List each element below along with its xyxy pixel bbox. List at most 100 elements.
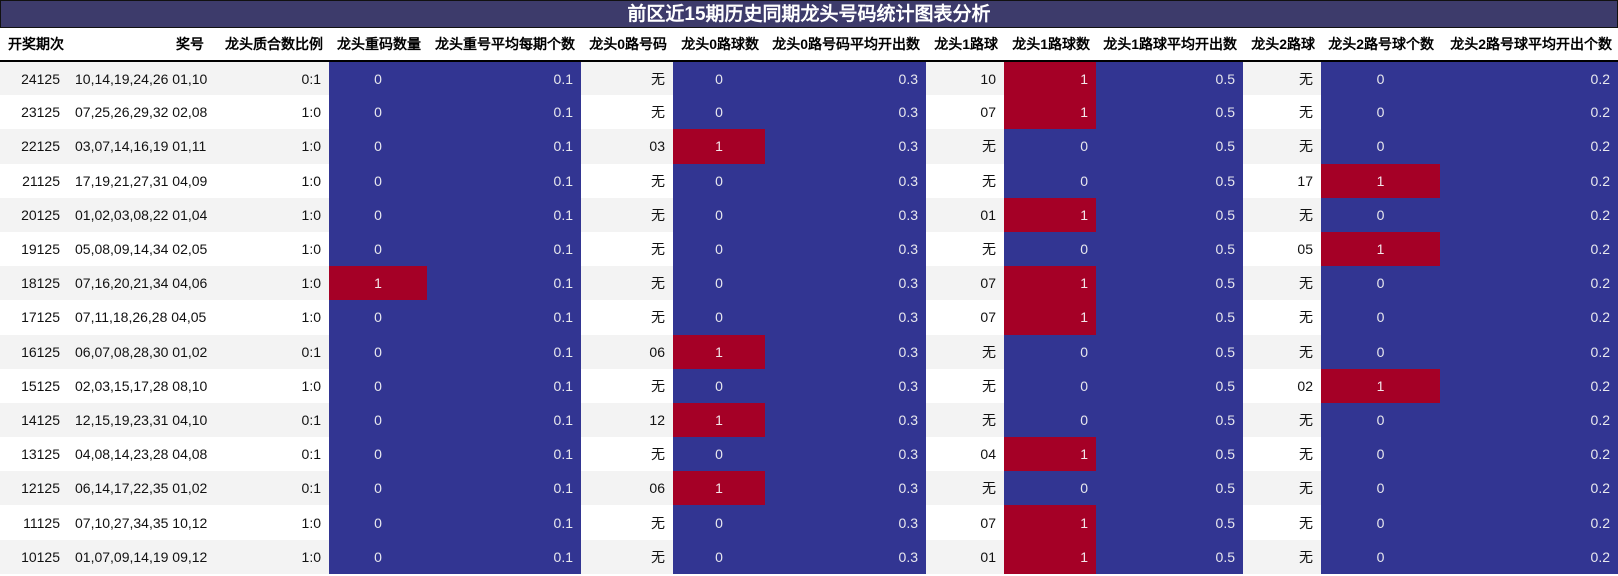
table-row: 12125 06,14,17,22,35 01,02 0:1 0 0.1 06 1 0.3 无 0… (0, 471, 1618, 506)
repeat-avg-cell: 0.1 (427, 300, 581, 335)
route1-count-cell: 0 (1004, 129, 1096, 164)
issue-cell: 19125 (0, 231, 68, 267)
repeat-count-cell: 0 (329, 129, 427, 164)
route0-count-cell: 0 (673, 61, 765, 96)
numbers-cell: 17,19,21,27,31 04,09 (68, 163, 210, 198)
route0-count-cell: 1 (673, 471, 765, 506)
numbers-cell: 03,07,14,16,19 01,11 (68, 129, 210, 164)
repeat-avg-cell: 0.1 (427, 505, 581, 540)
route2-number-cell: 无 (1243, 300, 1321, 335)
route2-count-cell: 0 (1321, 505, 1440, 540)
route2-number-cell: 02 (1243, 368, 1321, 403)
issue-cell: 15125 (0, 368, 68, 403)
route1-count-cell: 1 (1004, 266, 1096, 301)
header-r0: 龙头0路号码 (581, 28, 673, 62)
route0-number-cell: 03 (581, 129, 673, 164)
route1-number-cell: 07 (926, 95, 1004, 130)
repeat-count-cell: 0 (329, 539, 427, 574)
route2-number-cell: 无 (1243, 402, 1321, 438)
route0-count-cell: 1 (673, 334, 765, 369)
route2-avg-cell: 0.2 (1440, 368, 1618, 403)
route2-number-cell: 无 (1243, 505, 1321, 540)
route2-number-cell: 无 (1243, 539, 1321, 574)
route2-number-cell: 05 (1243, 231, 1321, 267)
route1-number-cell: 无 (926, 368, 1004, 403)
route0-count-cell: 0 (673, 197, 765, 232)
route2-count-cell: 1 (1321, 163, 1440, 198)
repeat-avg-cell: 0.1 (427, 231, 581, 267)
route0-number-cell: 无 (581, 231, 673, 267)
route0-number-cell: 无 (581, 163, 673, 198)
route0-number-cell: 12 (581, 402, 673, 438)
numbers-cell: 06,14,17,22,35 01,02 (68, 471, 210, 506)
header-row: 开奖期次 奖号 龙头质合数比例 龙头重码数量 龙头重号平均每期个数 龙头0路号码 龙头0路球… (0, 28, 1618, 62)
route2-count-cell: 0 (1321, 61, 1440, 96)
route2-number-cell: 无 (1243, 266, 1321, 301)
issue-cell: 17125 (0, 300, 68, 335)
route2-count-cell: 0 (1321, 471, 1440, 506)
route0-count-cell: 0 (673, 266, 765, 301)
repeat-count-cell: 0 (329, 197, 427, 232)
route0-count-cell: 0 (673, 95, 765, 130)
header-ratio: 龙头质合数比例 (210, 28, 329, 62)
route1-number-cell: 04 (926, 437, 1004, 472)
repeat-count-cell: 0 (329, 163, 427, 198)
repeat-count-cell: 0 (329, 61, 427, 96)
route1-number-cell: 01 (926, 197, 1004, 232)
table-body: 24125 10,14,19,24,26 01,10 0:1 0 0.1 无 0 0.3 10 1… (0, 61, 1618, 574)
route0-avg-cell: 0.3 (765, 505, 926, 540)
route0-count-cell: 0 (673, 368, 765, 403)
route1-avg-cell: 0.5 (1096, 163, 1243, 198)
route0-number-cell: 无 (581, 95, 673, 130)
repeat-avg-cell: 0.1 (427, 266, 581, 301)
route0-avg-cell: 0.3 (765, 129, 926, 164)
route2-avg-cell: 0.2 (1440, 334, 1618, 369)
route0-number-cell: 无 (581, 437, 673, 472)
chart-title: 前区近15期历史同期龙头号码统计图表分析 (0, 0, 1618, 28)
ratio-cell: 1:0 (210, 300, 329, 335)
route0-avg-cell: 0.3 (765, 95, 926, 130)
route1-count-cell: 1 (1004, 539, 1096, 574)
route1-number-cell: 无 (926, 129, 1004, 164)
route2-avg-cell: 0.2 (1440, 471, 1618, 506)
route1-avg-cell: 0.5 (1096, 368, 1243, 403)
route0-count-cell: 0 (673, 231, 765, 267)
route1-count-cell: 0 (1004, 402, 1096, 438)
issue-cell: 16125 (0, 334, 68, 369)
route0-avg-cell: 0.3 (765, 334, 926, 369)
numbers-cell: 05,08,09,14,34 02,05 (68, 231, 210, 267)
route2-avg-cell: 0.2 (1440, 61, 1618, 96)
route2-count-cell: 0 (1321, 402, 1440, 438)
table-row: 17125 07,11,18,26,28 04,05 1:0 0 0.1 无 0 0.3 07 1… (0, 300, 1618, 335)
route2-avg-cell: 0.2 (1440, 402, 1618, 438)
route0-number-cell: 无 (581, 505, 673, 540)
route1-avg-cell: 0.5 (1096, 539, 1243, 574)
route2-number-cell: 无 (1243, 61, 1321, 96)
repeat-count-cell: 0 (329, 95, 427, 130)
issue-cell: 23125 (0, 95, 68, 130)
route1-avg-cell: 0.5 (1096, 334, 1243, 369)
route2-number-cell: 无 (1243, 471, 1321, 506)
ratio-cell: 1:0 (210, 197, 329, 232)
route0-number-cell: 无 (581, 197, 673, 232)
repeat-count-cell: 0 (329, 471, 427, 506)
header-issue: 开奖期次 (0, 28, 68, 62)
route1-number-cell: 07 (926, 505, 1004, 540)
table-row: 19125 05,08,09,14,34 02,05 1:0 0 0.1 无 0 0.3 无 0 0… (0, 231, 1618, 267)
issue-cell: 18125 (0, 266, 68, 301)
numbers-cell: 01,07,09,14,19 09,12 (68, 539, 210, 574)
issue-cell: 20125 (0, 197, 68, 232)
route0-avg-cell: 0.3 (765, 471, 926, 506)
numbers-cell: 07,11,18,26,28 04,05 (68, 300, 210, 335)
header-repeat: 龙头重码数量 (329, 28, 427, 62)
route1-count-cell: 1 (1004, 61, 1096, 96)
repeat-avg-cell: 0.1 (427, 95, 581, 130)
ratio-cell: 1:0 (210, 266, 329, 301)
repeat-avg-cell: 0.1 (427, 539, 581, 574)
route0-number-cell: 无 (581, 300, 673, 335)
table-row: 14125 12,15,19,23,31 04,10 0:1 0 0.1 12 1 0.3 无 0… (0, 402, 1618, 438)
repeat-count-cell: 0 (329, 231, 427, 267)
table-row: 23125 07,25,26,29,32 02,08 1:0 0 0.1 无 0 0.3 07 1… (0, 95, 1618, 130)
header-r2-count: 龙头2路号球个数 (1321, 28, 1440, 62)
statistics-table: 开奖期次 奖号 龙头质合数比例 龙头重码数量 龙头重号平均每期个数 龙头0路号码 龙头0路球… (0, 28, 1618, 574)
